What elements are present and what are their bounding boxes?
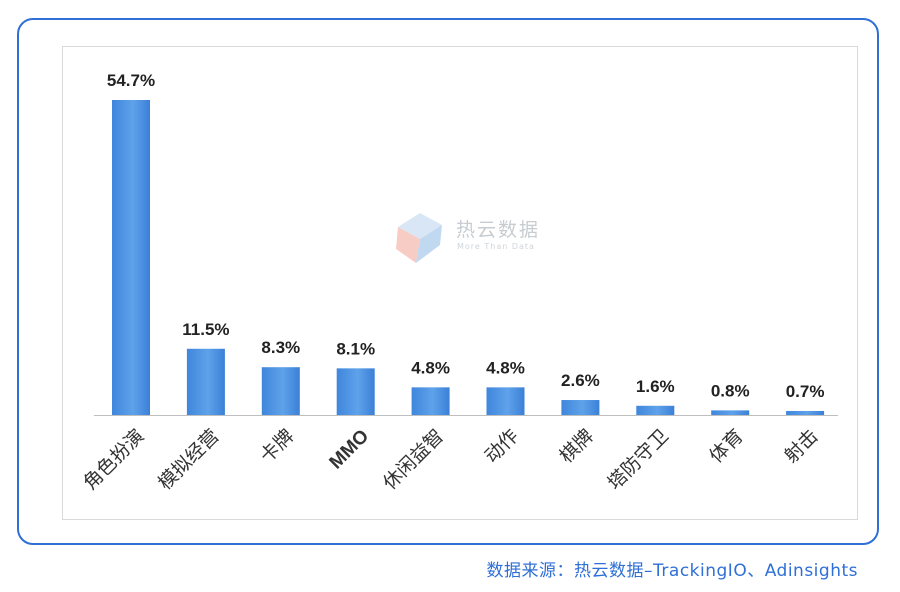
value-label-6: 4.8%	[486, 358, 525, 377]
value-label-1: 54.7%	[107, 71, 155, 90]
source-note: 数据来源：热云数据–TrackingIO、Adinsights	[486, 561, 858, 581]
watermark-title: 热云数据	[456, 219, 541, 241]
bar-8	[636, 405, 675, 415]
category-labels-group: 角色扮演 模拟经营 卡牌 MMO 休闲益智 动作 棋牌 塔防守卫 体育 射击	[79, 425, 822, 494]
category-label-10: 射击	[780, 425, 822, 467]
value-label-9: 0.8%	[711, 381, 750, 400]
category-label-7: 棋牌	[555, 425, 597, 467]
bar-10	[786, 410, 825, 415]
plot-area	[62, 46, 858, 520]
bars-group	[112, 100, 825, 415]
bar-4	[336, 368, 375, 415]
category-label-4: MMO	[326, 426, 374, 474]
category-label-3: 卡牌	[256, 425, 298, 467]
watermark-subtitle: More Than Data	[457, 242, 535, 251]
bar-5	[411, 387, 450, 415]
bar-1	[112, 100, 150, 415]
category-label-2: 模拟经营	[154, 425, 223, 494]
value-label-5: 4.8%	[411, 358, 450, 377]
bar-9	[711, 410, 750, 415]
value-label-3: 8.3%	[261, 338, 300, 357]
category-label-6: 动作	[481, 425, 523, 467]
bar-7	[561, 400, 600, 415]
value-label-7: 2.6%	[561, 371, 600, 390]
category-label-8: 塔防守卫	[604, 425, 673, 494]
value-label-4: 8.1%	[336, 339, 375, 358]
bar-6	[486, 387, 525, 415]
value-label-10: 0.7%	[786, 382, 825, 401]
value-labels-group: 54.7% 11.5% 8.3% 8.1% 4.8% 4.8% 2.6% 1.6% 0.8% 0.…	[107, 71, 825, 401]
bar-3	[261, 367, 300, 415]
category-label-1: 角色扮演	[79, 425, 148, 494]
value-label-2: 11.5%	[182, 320, 229, 339]
category-label-5: 休闲益智	[379, 425, 448, 494]
watermark: 热云数据 More Than Data	[390, 205, 550, 265]
logo-icon	[396, 213, 442, 263]
bar-2	[186, 348, 225, 415]
category-label-9: 体育	[705, 425, 747, 467]
value-label-8: 1.6%	[636, 377, 675, 396]
